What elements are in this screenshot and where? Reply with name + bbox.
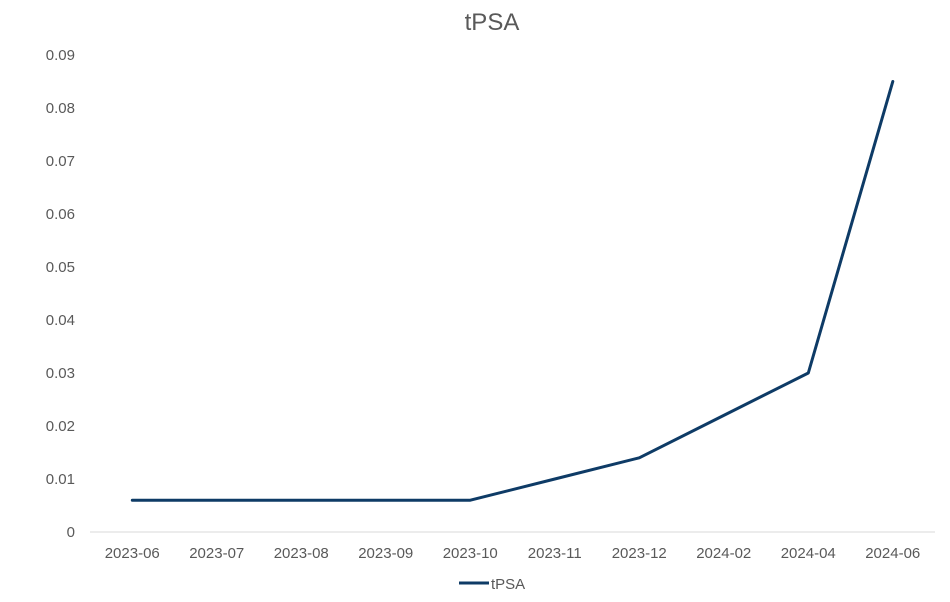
x-tick-label: 2023-07	[189, 545, 244, 562]
y-axis-ticks: 0 0.01 0.02 0.03 0.04 0.05 0.06 0.07 0.08 0.09	[46, 47, 75, 541]
x-tick-label: 2023-12	[612, 545, 667, 562]
y-tick-label: 0.07	[46, 153, 75, 170]
y-tick-label: 0.09	[46, 47, 75, 64]
x-tick-label: 2023-10	[443, 545, 498, 562]
x-tick-label: 2024-06	[865, 545, 920, 562]
y-tick-label: 0.05	[46, 259, 75, 276]
y-tick-label: 0.06	[46, 206, 75, 223]
legend: tPSA	[459, 576, 525, 593]
x-tick-label: 2023-11	[528, 545, 582, 562]
y-tick-label: 0.01	[46, 471, 75, 488]
y-tick-label: 0.04	[46, 312, 75, 329]
x-axis-ticks: 2023-06 2023-07 2023-08 2023-09 2023-10 2023-…	[105, 545, 921, 562]
x-tick-label: 2024-02	[696, 545, 751, 562]
chart-title: tPSA	[465, 9, 520, 36]
x-tick-label: 2023-09	[358, 545, 413, 562]
series-line-tpsa	[130, 80, 895, 502]
series-layer	[130, 80, 895, 502]
x-tick-label: 2024-04	[781, 545, 836, 562]
y-tick-label: 0.03	[46, 365, 75, 382]
y-tick-label: 0	[67, 524, 75, 541]
x-tick-label: 2023-08	[274, 545, 329, 562]
legend-label: tPSA	[491, 576, 525, 593]
y-tick-label: 0.02	[46, 418, 75, 435]
x-tick-label: 2023-06	[105, 545, 160, 562]
y-tick-label: 0.08	[46, 100, 75, 117]
